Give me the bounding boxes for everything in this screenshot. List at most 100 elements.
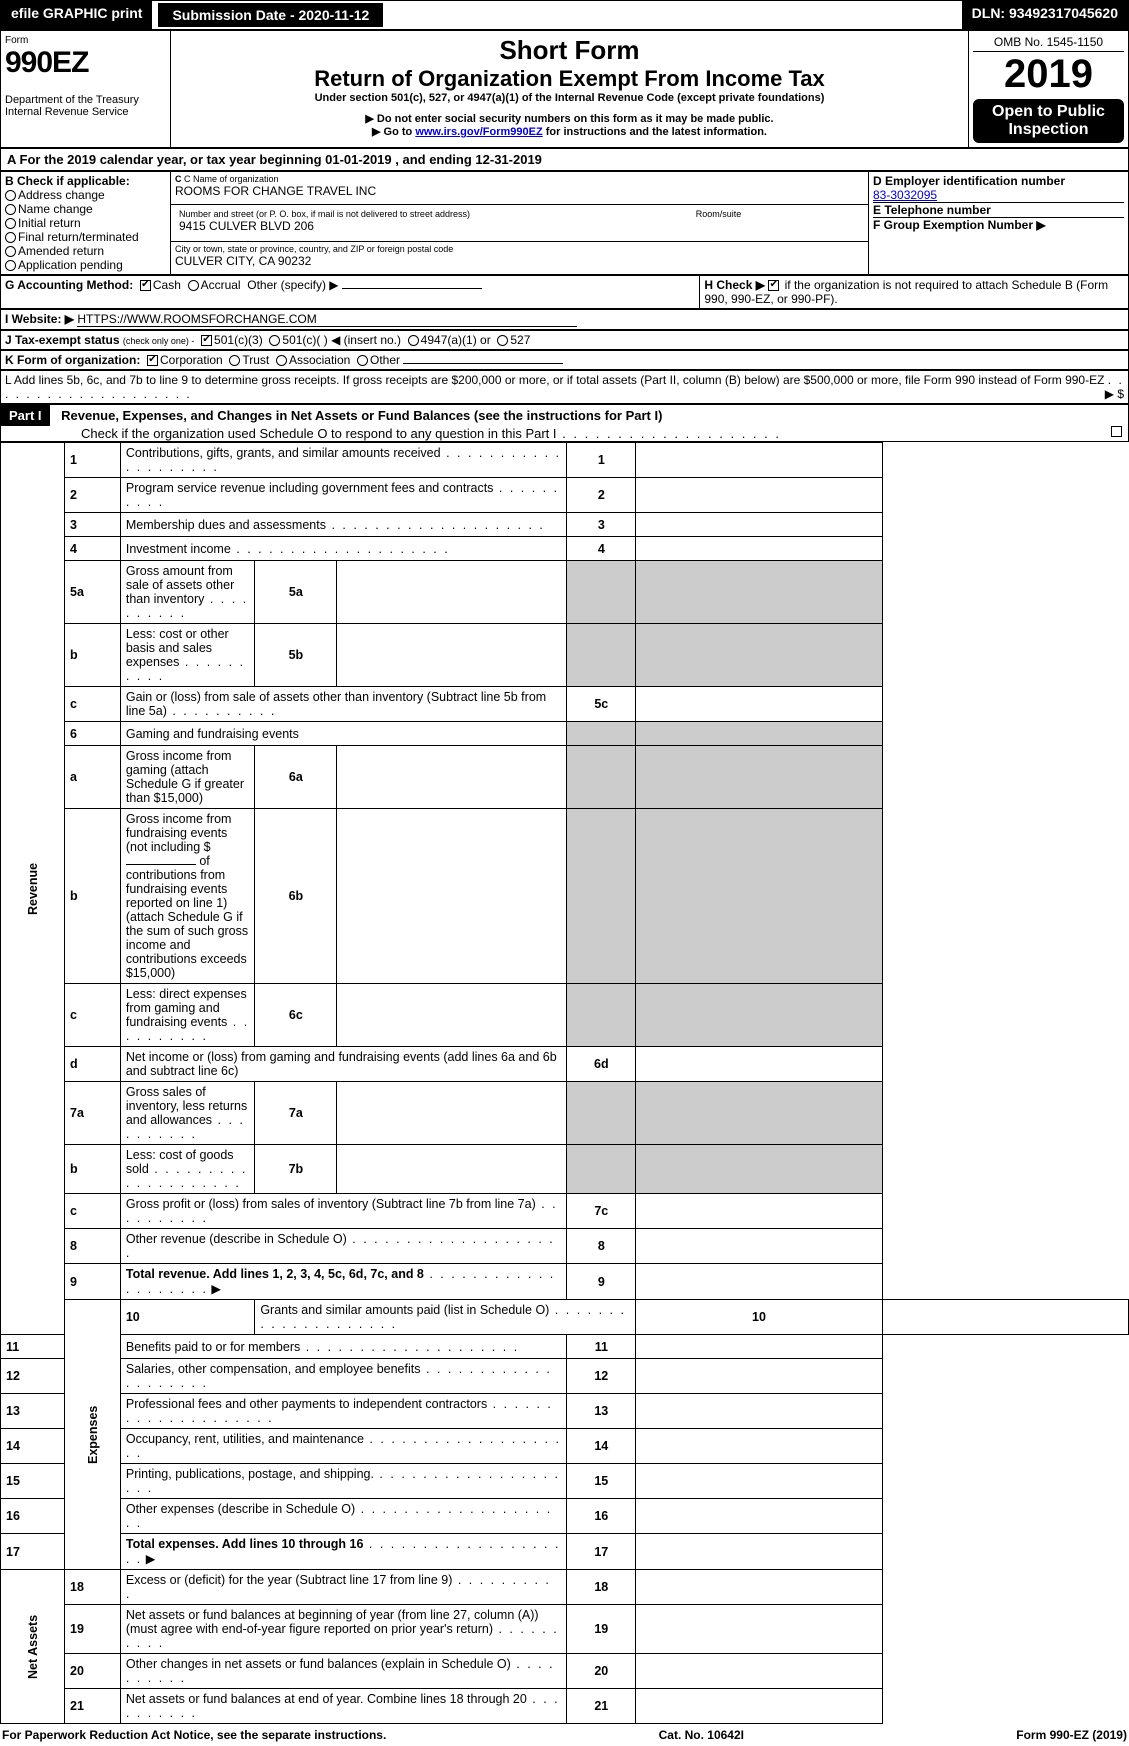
h-text: if the organization is not required to a… bbox=[704, 278, 1108, 306]
chk-accrual[interactable] bbox=[188, 280, 199, 291]
line-5b-val bbox=[337, 624, 567, 687]
chk-application-pending[interactable] bbox=[5, 260, 16, 271]
line-7b-val bbox=[337, 1145, 567, 1194]
under-section: Under section 501(c), 527, or 4947(a)(1)… bbox=[175, 92, 964, 104]
line-6d-text: Net income or (loss) from gaming and fun… bbox=[126, 1050, 557, 1078]
line-12-num: 12 bbox=[1, 1359, 65, 1394]
line-16-text: Other expenses (describe in Schedule O) bbox=[126, 1502, 355, 1516]
line-1-amt bbox=[636, 443, 882, 478]
c-label: C C Name of organization bbox=[175, 174, 864, 184]
line-5c-amt bbox=[636, 687, 882, 722]
line-17-box: 17 bbox=[567, 1534, 636, 1570]
street-label: Number and street (or P. O. box, if mail… bbox=[179, 209, 688, 219]
goto-prefix: ▶ Go to bbox=[372, 126, 415, 138]
line-5c-box: 5c bbox=[567, 687, 636, 722]
chk-527[interactable] bbox=[497, 335, 508, 346]
l-arrow: ▶ $ bbox=[1105, 387, 1124, 401]
line-20-num: 20 bbox=[65, 1654, 121, 1689]
line-6b-text2: of contributions from fundraising events… bbox=[126, 854, 248, 980]
page-footer: For Paperwork Reduction Act Notice, see … bbox=[0, 1724, 1129, 1746]
j-hint: (check only one) - bbox=[123, 336, 195, 346]
line-6c-sub: 6c bbox=[255, 984, 337, 1047]
omb-number: OMB No. 1545-1150 bbox=[973, 35, 1124, 52]
chk-h[interactable] bbox=[768, 280, 779, 291]
line-5a-num: 5a bbox=[65, 561, 121, 624]
line-14-box: 14 bbox=[567, 1429, 636, 1464]
tax-year: 2019 bbox=[973, 52, 1124, 97]
opt-other-org: Other bbox=[370, 353, 400, 367]
opt-application-pending: Application pending bbox=[18, 258, 123, 272]
line-14-text: Occupancy, rent, utilities, and maintena… bbox=[126, 1432, 364, 1446]
line-13-amt bbox=[636, 1394, 882, 1429]
top-bar: efile GRAPHIC print Submission Date - 20… bbox=[0, 0, 1129, 30]
line-5b-num: b bbox=[65, 624, 121, 687]
line-9-text: Total revenue. Add lines 1, 2, 3, 4, 5c,… bbox=[126, 1267, 424, 1281]
opt-501c3: 501(c)(3) bbox=[214, 333, 263, 347]
chk-cash[interactable] bbox=[140, 280, 151, 291]
line-19-amt bbox=[636, 1605, 882, 1654]
opt-other-method: Other (specify) ▶ bbox=[247, 278, 338, 292]
chk-final-return[interactable] bbox=[5, 232, 16, 243]
line-3-num: 3 bbox=[65, 513, 121, 537]
chk-part1-schedO[interactable] bbox=[1111, 426, 1122, 437]
line-10-text: Grants and similar amounts paid (list in… bbox=[260, 1303, 549, 1317]
line-6b-num: b bbox=[65, 809, 121, 984]
k-label: K Form of organization: bbox=[5, 353, 140, 367]
line-12-box: 12 bbox=[567, 1359, 636, 1394]
line-3-box: 3 bbox=[567, 513, 636, 537]
line-4-box: 4 bbox=[567, 537, 636, 561]
return-title: Return of Organization Exempt From Incom… bbox=[175, 66, 964, 92]
line-2-amt bbox=[636, 478, 882, 513]
ein-value[interactable]: 83-3032095 bbox=[873, 188, 937, 202]
chk-501c[interactable] bbox=[269, 335, 280, 346]
line-7a-sub: 7a bbox=[255, 1082, 337, 1145]
line-7c-text: Gross profit or (loss) from sales of inv… bbox=[126, 1197, 536, 1211]
org-name: ROOMS FOR CHANGE TRAVEL INC bbox=[175, 184, 864, 198]
line-11-num: 11 bbox=[1, 1335, 65, 1359]
footer-left: For Paperwork Reduction Act Notice, see … bbox=[2, 1728, 386, 1742]
chk-other-org[interactable] bbox=[357, 355, 368, 366]
line-6d-amt bbox=[636, 1047, 882, 1082]
f-label: F Group Exemption Number ▶ bbox=[873, 218, 1046, 232]
efile-label[interactable]: efile GRAPHIC print bbox=[1, 1, 152, 29]
i-label: I Website: ▶ bbox=[5, 312, 74, 326]
line-20-amt bbox=[636, 1654, 882, 1689]
line-4-num: 4 bbox=[65, 537, 121, 561]
line-20-text: Other changes in net assets or fund bala… bbox=[126, 1657, 511, 1671]
line-7b-sub: 7b bbox=[255, 1145, 337, 1194]
e-label: E Telephone number bbox=[873, 203, 991, 217]
line-6-num: 6 bbox=[65, 722, 121, 746]
submission-date: Submission Date - 2020-11-12 bbox=[156, 1, 385, 29]
street-value: 9415 CULVER BLVD 206 bbox=[179, 219, 688, 233]
chk-assoc[interactable] bbox=[276, 355, 287, 366]
line-12-text: Salaries, other compensation, and employ… bbox=[126, 1362, 421, 1376]
line-18-box: 18 bbox=[567, 1570, 636, 1605]
chk-trust[interactable] bbox=[229, 355, 240, 366]
opt-527: 527 bbox=[510, 333, 530, 347]
line-6c-val bbox=[337, 984, 567, 1047]
goto-link[interactable]: www.irs.gov/Form990EZ bbox=[415, 126, 542, 138]
line-10-amt bbox=[882, 1300, 1128, 1335]
line-7c-box: 7c bbox=[567, 1194, 636, 1229]
chk-address-change[interactable] bbox=[5, 190, 16, 201]
chk-amended-return[interactable] bbox=[5, 246, 16, 257]
d-label: D Employer identification number bbox=[873, 174, 1065, 188]
section-netassets: Net Assets bbox=[1, 1570, 65, 1724]
opt-name-change: Name change bbox=[18, 202, 93, 216]
line-18-amt bbox=[636, 1570, 882, 1605]
chk-corp[interactable] bbox=[147, 355, 158, 366]
chk-initial-return[interactable] bbox=[5, 218, 16, 229]
line-1-text: Contributions, gifts, grants, and simila… bbox=[126, 446, 441, 460]
line-1-num: 1 bbox=[65, 443, 121, 478]
line-17-num: 17 bbox=[1, 1534, 65, 1570]
chk-501c3[interactable] bbox=[201, 335, 212, 346]
form-word: Form bbox=[5, 35, 166, 46]
chk-4947[interactable] bbox=[408, 335, 419, 346]
chk-name-change[interactable] bbox=[5, 204, 16, 215]
short-form-title: Short Form bbox=[175, 35, 964, 66]
line-13-text: Professional fees and other payments to … bbox=[126, 1397, 487, 1411]
line-a: A For the 2019 calendar year, or tax yea… bbox=[0, 148, 1129, 171]
line-20-box: 20 bbox=[567, 1654, 636, 1689]
dln-label: DLN: 93492317045620 bbox=[962, 1, 1128, 29]
line-19-text: Net assets or fund balances at beginning… bbox=[126, 1608, 539, 1636]
